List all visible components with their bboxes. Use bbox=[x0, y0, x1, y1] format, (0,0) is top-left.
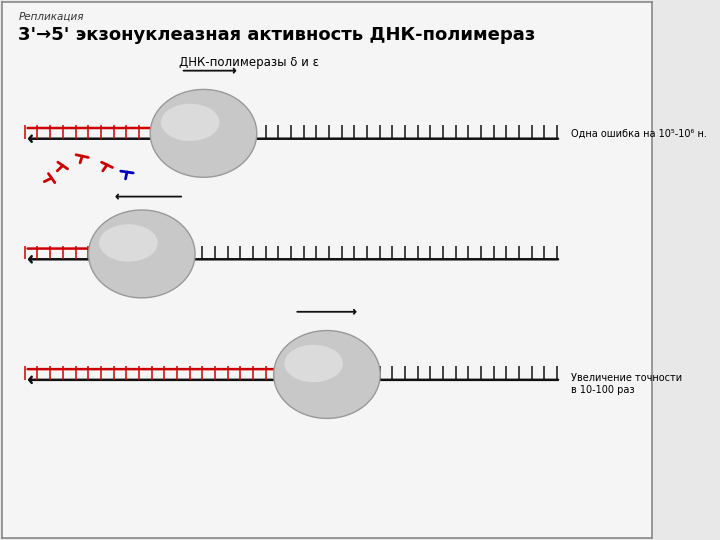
Text: Увеличение точности
в 10-100 раз: Увеличение точности в 10-100 раз bbox=[570, 373, 682, 395]
Text: Репликация: Репликация bbox=[18, 12, 84, 22]
Ellipse shape bbox=[161, 104, 220, 141]
Text: ДНК-полимеразы δ и ε: ДНК-полимеразы δ и ε bbox=[179, 56, 319, 69]
Ellipse shape bbox=[274, 330, 380, 419]
Text: Одна ошибка на 10⁵-10⁶ н.: Одна ошибка на 10⁵-10⁶ н. bbox=[570, 129, 706, 138]
Ellipse shape bbox=[89, 210, 195, 298]
Ellipse shape bbox=[150, 90, 257, 177]
Ellipse shape bbox=[99, 224, 158, 261]
Ellipse shape bbox=[284, 345, 343, 382]
Text: 3'→5' экзонуклеазная активность ДНК-полимераз: 3'→5' экзонуклеазная активность ДНК-поли… bbox=[18, 26, 536, 44]
